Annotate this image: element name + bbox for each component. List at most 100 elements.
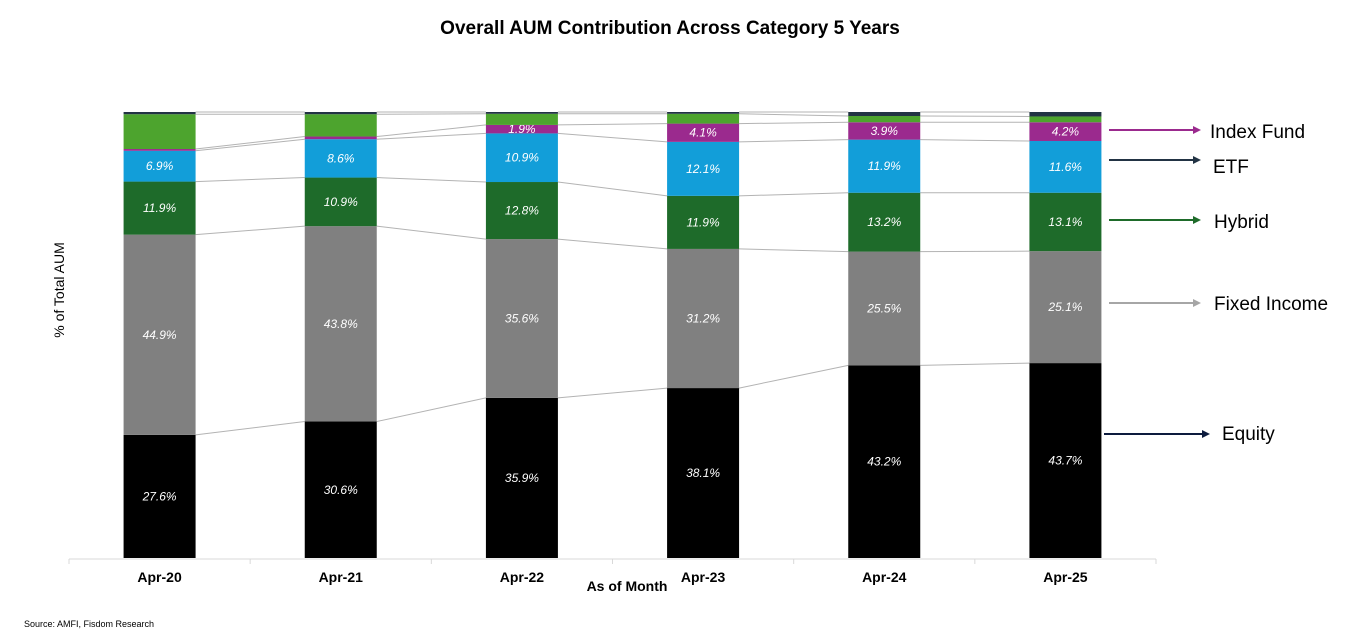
bar-segment-fixed-income-apr-24 (848, 251, 921, 366)
data-label-equity-apr-24: 43.2% (867, 455, 901, 469)
data-label-hybrid-apr-25: 13.1% (1048, 215, 1082, 229)
x-tick-label-apr-24: Apr-24 (862, 569, 907, 585)
connector-fixed-income-2 (376, 225, 486, 240)
data-label-hybrid-apr-23: 11.9% (687, 215, 720, 229)
bar-stacks: 27.6%44.9%11.9%6.9%0.4%30.6%43.8%10.9%8.… (123, 112, 1102, 558)
bar-segment-index-fund-apr-20 (123, 149, 196, 151)
data-label-index-fund-apr-24: 3.9% (871, 124, 899, 138)
bar-segment-green-segment-apr-24 (848, 116, 921, 123)
connector-equity-4 (738, 364, 849, 389)
legend-etf-arrowhead (1193, 156, 1201, 164)
data-label-fixed-income-apr-20: 44.9% (143, 328, 177, 342)
data-label-fixed-income-apr-23: 31.2% (686, 311, 720, 325)
data-label-equity-apr-25: 43.7% (1048, 454, 1082, 468)
legend-equity-arrowhead (1202, 430, 1210, 438)
bar-segment-fixed-income-apr-23 (667, 248, 740, 389)
legend-index-fund-arrowhead (1193, 126, 1201, 134)
bar-segment-hybrid-apr-20 (123, 181, 196, 235)
connector-other-4 (739, 139, 849, 143)
legend-hybrid-label: Hybrid (1214, 212, 1269, 233)
data-label-equity-apr-21: 30.6% (324, 483, 358, 497)
connector-green-segment-4 (739, 113, 849, 117)
source-note: Source: AMFI, Fisdom Research (24, 619, 154, 629)
data-label-equity-apr-22: 35.9% (505, 471, 539, 485)
data-label-fixed-income-apr-24: 25.5% (866, 301, 901, 315)
bar-segment-equity-apr-22 (485, 397, 558, 558)
bar-segment-hybrid-apr-25 (1029, 192, 1102, 252)
data-label-other-apr-21: 8.6% (327, 151, 355, 165)
bar-segment-index-fund-apr-24 (848, 122, 921, 140)
data-label-fixed-income-apr-25: 25.1% (1047, 300, 1082, 314)
bar-segment-other-apr-24 (848, 139, 921, 193)
bar-segment-etf-apr-24 (848, 112, 921, 117)
connector-hybrid-2 (376, 177, 486, 183)
bar-segment-etf-apr-20 (123, 112, 196, 115)
bar-segment-other-apr-22 (485, 133, 558, 183)
x-tick-label-apr-22: Apr-22 (500, 569, 545, 585)
bar-segment-hybrid-apr-22 (485, 182, 558, 240)
data-label-hybrid-apr-24: 13.2% (867, 215, 901, 229)
data-label-fixed-income-apr-22: 35.6% (505, 311, 539, 325)
data-label-equity-apr-23: 38.1% (686, 466, 720, 480)
x-axis-label: As of Month (587, 578, 668, 594)
data-label-other-apr-23: 12.1% (686, 162, 720, 176)
connector-fixed-income-3 (557, 238, 668, 250)
bar-segment-other-apr-20 (123, 150, 196, 182)
bar-segment-equity-apr-21 (304, 421, 377, 558)
connector-other-1 (195, 138, 305, 152)
bar-segment-other-apr-25 (1029, 140, 1102, 193)
bar-segment-green-segment-apr-23 (667, 113, 740, 124)
data-label-other-apr-24: 11.9% (868, 159, 901, 173)
legend-etf-label: ETF (1213, 157, 1249, 178)
legend-equity-label: Equity (1222, 424, 1275, 445)
data-label-hybrid-apr-22: 12.8% (505, 204, 539, 218)
connector-index-fund-3 (557, 123, 668, 126)
bar-segment-index-fund-apr-21 (304, 136, 377, 140)
legend-index-fund-label: Index Fund (1210, 122, 1305, 143)
bar-segment-etf-apr-25 (1029, 112, 1102, 117)
bar-segment-green-segment-apr-21 (304, 114, 377, 137)
data-label-other-apr-25: 11.6% (1049, 160, 1082, 174)
bar-segment-green-segment-apr-20 (123, 114, 196, 150)
data-label-other-apr-20: 6.9% (146, 159, 174, 173)
x-tick-label-apr-20: Apr-20 (137, 569, 182, 585)
bar-segment-hybrid-apr-21 (304, 177, 377, 227)
data-label-equity-apr-20: 27.6% (142, 489, 177, 503)
bar-segment-fixed-income-apr-21 (304, 226, 377, 422)
bar-segment-equity-apr-20 (123, 434, 196, 558)
bar-segment-equity-apr-25 (1029, 363, 1102, 558)
bar-segment-equity-apr-23 (667, 388, 740, 558)
connector-index-fund-4 (739, 121, 849, 125)
connector-other-3 (557, 132, 668, 143)
connector-equity-1 (195, 421, 305, 436)
legend: Index Fund ETF Hybrid Fixed Income Equity (1104, 122, 1328, 445)
connector-fixed-income-4 (739, 248, 849, 253)
bar-segment-index-fund-apr-23 (667, 123, 740, 142)
bar-segment-other-apr-21 (304, 139, 377, 178)
connector-hybrid-4 (739, 192, 849, 197)
connector-equity-5 (920, 362, 1030, 366)
connector-fixed-income-1 (195, 225, 305, 236)
connector-hybrid-3 (557, 181, 668, 197)
connector-equity-3 (557, 387, 668, 399)
bar-segment-fixed-income-apr-25 (1029, 251, 1102, 364)
data-label-index-fund-apr-23: 4.1% (689, 126, 717, 140)
bar-segment-fixed-income-apr-22 (485, 239, 558, 398)
chart-title: Overall AUM Contribution Across Category… (440, 18, 900, 39)
x-tick-label-apr-25: Apr-25 (1043, 569, 1088, 585)
data-label-fixed-income-apr-21: 43.8% (324, 317, 358, 331)
data-label-other-apr-22: 10.9% (505, 151, 539, 165)
bar-segment-etf-apr-22 (485, 112, 558, 114)
connector-hybrid-1 (195, 177, 305, 183)
y-axis-label: % of Total AUM (51, 242, 67, 337)
connector-other-2 (376, 132, 486, 140)
bar-segment-hybrid-apr-23 (667, 195, 740, 249)
bar-segment-index-fund-apr-22 (485, 124, 558, 134)
bar-segment-green-segment-apr-22 (485, 113, 558, 125)
legend-fixed-income-label: Fixed Income (1214, 294, 1328, 315)
bar-segment-other-apr-23 (667, 141, 740, 196)
connector-other-5 (920, 139, 1030, 142)
bar-segment-hybrid-apr-24 (848, 192, 921, 252)
x-tick-label-apr-23: Apr-23 (681, 569, 726, 585)
